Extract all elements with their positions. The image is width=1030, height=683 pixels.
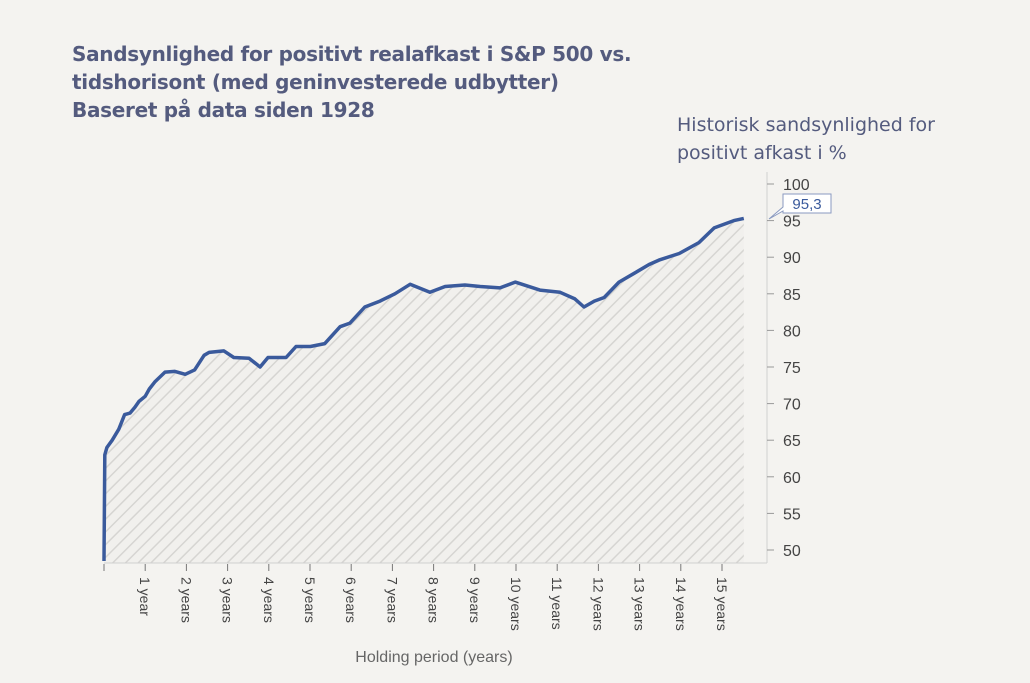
x-tick-label: 11 years bbox=[549, 577, 565, 630]
y-tick-label: 90 bbox=[783, 250, 801, 267]
value-callout: 95,3 bbox=[768, 193, 832, 220]
callout-value: 95,3 bbox=[792, 196, 821, 213]
y-tick-label: 55 bbox=[783, 506, 801, 523]
x-tick-label: 15 years bbox=[714, 577, 730, 631]
chart-title: Sandsynlighed for positivt realafkast i … bbox=[72, 40, 632, 124]
area-fill bbox=[104, 218, 744, 563]
y-axis-label-line-1: Historisk sandsynlighed for bbox=[677, 114, 935, 136]
x-tick-label: 12 years bbox=[590, 577, 606, 631]
x-tick-label: 4 years bbox=[261, 577, 277, 623]
x-tick-label: 9 years bbox=[467, 577, 483, 623]
chart-title-line-2: tidshorisont (med geninvesterede udbytte… bbox=[72, 70, 559, 94]
chart-subtitle: Baseret på data siden 1928 bbox=[72, 98, 375, 122]
x-tick-label: 8 years bbox=[426, 577, 442, 623]
y-tick-label: 65 bbox=[783, 433, 801, 450]
x-tick-label: 6 years bbox=[343, 577, 359, 623]
x-tick-label: 3 years bbox=[220, 577, 236, 623]
y-tick-label: 50 bbox=[783, 543, 801, 560]
y-tick-label: 75 bbox=[783, 360, 801, 377]
y-tick-label: 70 bbox=[783, 397, 801, 414]
y-tick-label: 85 bbox=[783, 287, 801, 304]
x-tick-label: 1 year bbox=[137, 577, 153, 616]
y-axis-label-line-2: positivt afkast i % bbox=[677, 142, 847, 164]
y-tick-label: 60 bbox=[783, 470, 801, 487]
x-axis-label: Holding period (years) bbox=[355, 649, 512, 666]
x-tick-label: 10 years bbox=[508, 577, 524, 631]
chart-title-line-1: Sandsynlighed for positivt realafkast i … bbox=[72, 42, 632, 66]
y-axis-label: Historisk sandsynlighed for positivt afk… bbox=[677, 111, 935, 167]
x-tick-label: 14 years bbox=[673, 577, 689, 631]
x-tick-label: 2 years bbox=[178, 577, 194, 623]
y-tick-label: 80 bbox=[783, 323, 801, 340]
x-tick-label: 7 years bbox=[384, 577, 400, 623]
y-tick-label: 95 bbox=[783, 214, 801, 231]
x-tick-label: 13 years bbox=[632, 577, 648, 631]
callout-box bbox=[768, 193, 832, 220]
x-tick-label: 5 years bbox=[302, 577, 318, 623]
y-tick-label: 100 bbox=[783, 177, 810, 194]
series-line bbox=[102, 216, 745, 562]
